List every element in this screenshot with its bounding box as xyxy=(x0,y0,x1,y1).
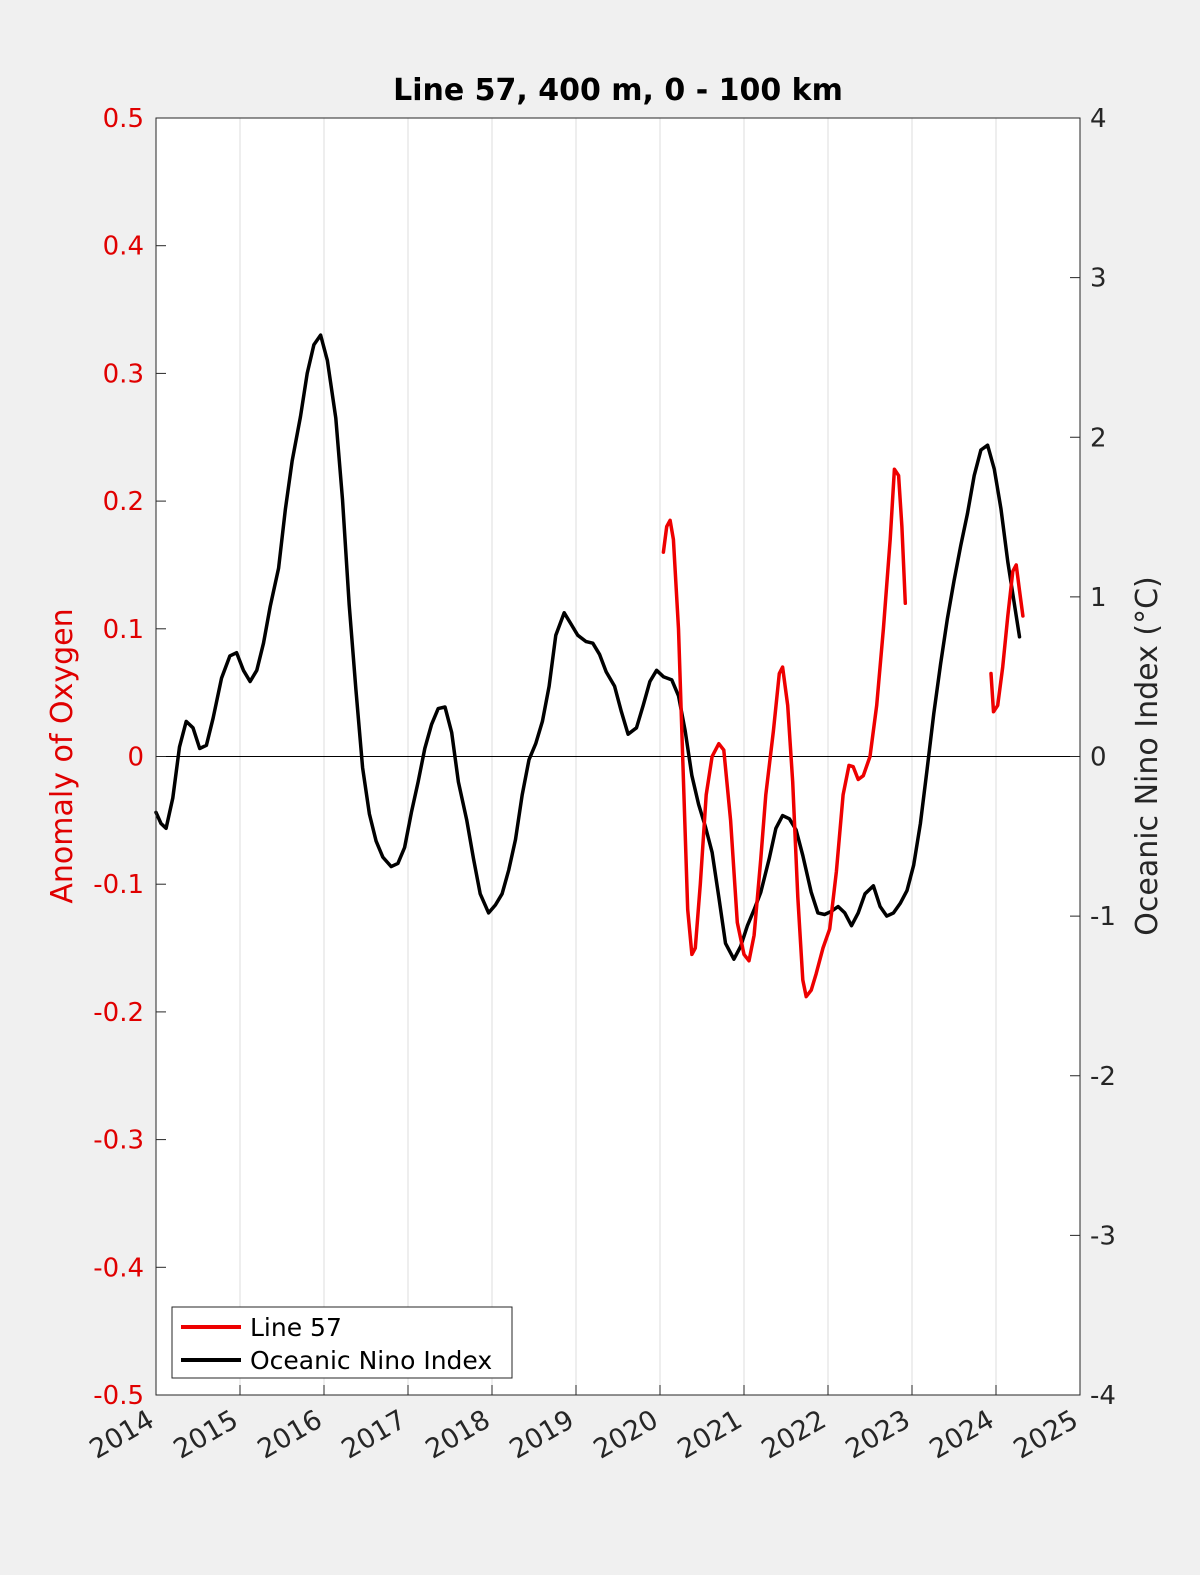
x-tick-label: 2022 xyxy=(756,1404,831,1465)
x-tick-label: 2019 xyxy=(504,1404,579,1465)
x-tick-label: 2015 xyxy=(168,1404,243,1465)
y-left-tick-label: -0.4 xyxy=(93,1253,144,1283)
y-axis-left-label: Anomaly of Oxygen xyxy=(45,608,80,903)
x-tick-label: 2014 xyxy=(84,1404,159,1465)
y-left-tick-label: 0.5 xyxy=(103,104,144,134)
y-left-tick-label: -0.2 xyxy=(93,998,144,1028)
y-right-tick-label: 4 xyxy=(1090,104,1107,134)
y-left-tick-label: -0.5 xyxy=(93,1381,144,1411)
y-right-tick-label: 0 xyxy=(1090,743,1107,773)
series-line-oni xyxy=(154,333,1022,961)
y-right-tick-label: 2 xyxy=(1090,423,1107,453)
series-line-line57 xyxy=(989,563,1025,714)
x-tick-label: 2016 xyxy=(252,1404,327,1465)
legend: Line 57 Oceanic Nino Index xyxy=(171,1306,513,1379)
y-right-tick-label: -1 xyxy=(1090,902,1116,932)
chart-title: Line 57, 400 m, 0 - 100 km xyxy=(393,73,843,108)
y-right-tick-label: -2 xyxy=(1090,1062,1116,1092)
series-line-line57 xyxy=(661,467,908,999)
y-axis-right-label: Oceanic Nino Index (°C) xyxy=(1130,576,1165,936)
x-tick-label: 2017 xyxy=(336,1404,411,1465)
x-tick-label: 2020 xyxy=(588,1404,663,1465)
y-left-tick-label: 0.3 xyxy=(103,359,144,389)
y-left-tick-label: 0.1 xyxy=(103,615,144,645)
legend-label-oni: Oceanic Nino Index xyxy=(250,1346,492,1375)
y-left-tick-label: 0 xyxy=(127,743,144,773)
x-tick-label: 2021 xyxy=(672,1404,747,1465)
legend-label-line57: Line 57 xyxy=(250,1313,342,1342)
x-tick-label: 2018 xyxy=(420,1404,495,1465)
legend-box xyxy=(171,1306,513,1379)
x-tick-label: 2023 xyxy=(840,1404,915,1465)
y-right-tick-label: -4 xyxy=(1090,1381,1116,1411)
y-right-tick-label: 1 xyxy=(1090,583,1107,613)
y-left-tick-label: -0.1 xyxy=(93,870,144,900)
y-right-tick-label: 3 xyxy=(1090,264,1107,294)
y-left-tick-label: 0.4 xyxy=(103,232,144,262)
y-right-tick-label: -3 xyxy=(1090,1221,1116,1251)
x-tick-label: 2024 xyxy=(924,1404,999,1465)
y-left-tick-label: -0.3 xyxy=(93,1126,144,1156)
y-left-tick-label: 0.2 xyxy=(103,487,144,517)
x-tick-label: 2025 xyxy=(1008,1404,1083,1465)
series-layer xyxy=(154,333,1025,999)
